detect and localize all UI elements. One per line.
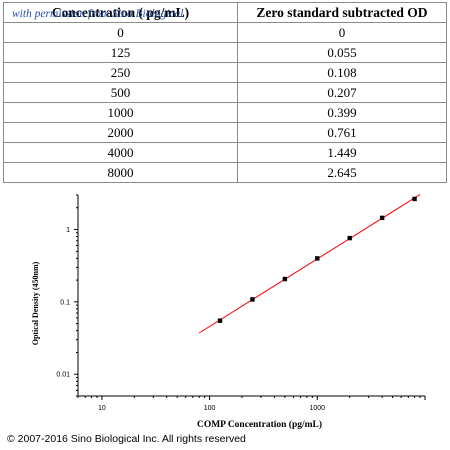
concentration-cell: 1000 <box>3 102 238 123</box>
x-tick-label: 100 <box>204 405 216 412</box>
table-row: 250 0.108 <box>3 62 447 83</box>
table-row: 8000 2.645 <box>3 162 447 183</box>
od-cell: 0.207 <box>237 82 447 103</box>
standard-curve-chart: 10 100 1000 0.01 0.1 1 COMP Concentration (pg/… <box>31 194 426 430</box>
concentration-cell: 0 <box>3 22 238 43</box>
concentration-cell: 2000 <box>3 122 238 143</box>
watermark-text: with permission from Sino Biological <box>12 8 184 20</box>
od-cell: 1.449 <box>237 142 447 163</box>
data-point <box>379 215 385 221</box>
concentration-cell: 4000 <box>3 142 238 163</box>
concentration-cell: 250 <box>3 62 238 83</box>
table-row: 1000 0.399 <box>3 102 447 123</box>
concentration-cell: 125 <box>3 42 238 63</box>
table-row: 2000 0.761 <box>3 122 447 143</box>
y-tick-label: 1 <box>66 227 70 234</box>
od-cell: 0.761 <box>237 122 447 143</box>
concentration-cell: 500 <box>3 82 238 103</box>
fit-line <box>198 194 421 334</box>
standard-table-container: Concentration ( pg/mL) Zero standard sub… <box>3 2 447 183</box>
data-point <box>315 256 320 261</box>
x-tick-label: 10 <box>98 405 106 412</box>
od-header: Zero standard subtracted OD <box>237 2 447 23</box>
table-row: 500 0.207 <box>3 82 447 103</box>
data-point <box>250 297 255 302</box>
table-row: 4000 1.449 <box>3 142 447 163</box>
od-cell: 0.108 <box>237 62 447 83</box>
od-cell: 0 <box>237 22 447 43</box>
od-cell: 0.055 <box>237 42 447 63</box>
od-cell: 0.399 <box>237 102 447 123</box>
data-point <box>217 318 223 323</box>
y-tick-label: 0.01 <box>56 372 70 379</box>
standard-table: Concentration ( pg/mL) Zero standard sub… <box>3 2 447 183</box>
y-axis-label: Optical Density (450nm) <box>31 261 40 345</box>
y-tick-label: 0.1 <box>60 299 70 306</box>
od-cell: 2.645 <box>237 162 447 183</box>
data-point <box>282 276 288 282</box>
x-axis-label: COMP Concentration (pg/mL) <box>197 419 322 430</box>
x-tick-label: 1000 <box>310 405 326 412</box>
concentration-cell: 8000 <box>3 162 238 183</box>
data-point <box>412 196 417 202</box>
copyright-footer: © 2007-2016 Sino Biological Inc. All rig… <box>7 433 246 445</box>
table-row: 125 0.055 <box>3 42 447 63</box>
data-point <box>347 235 352 241</box>
